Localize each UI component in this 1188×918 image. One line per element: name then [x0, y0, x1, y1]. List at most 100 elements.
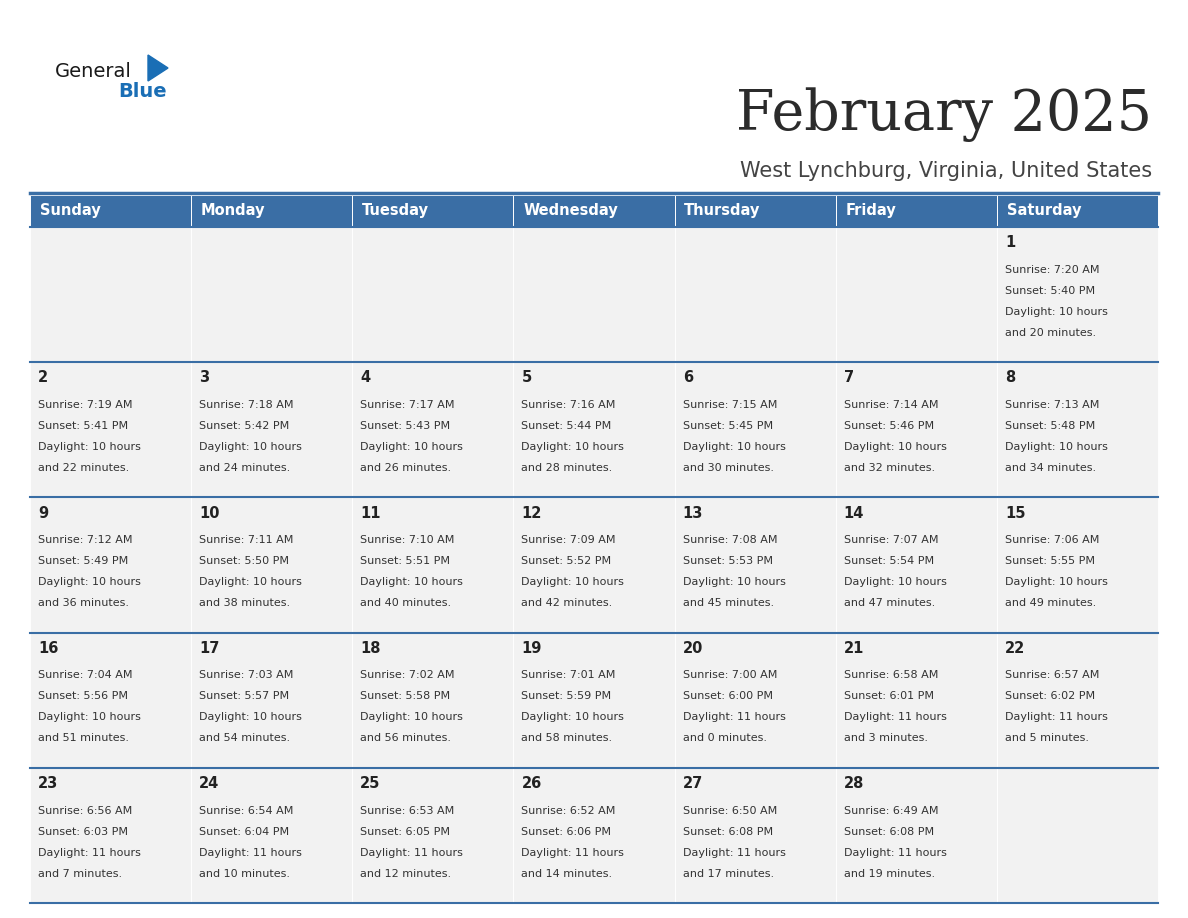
Bar [30, 227, 191, 363]
Text: 3: 3 [200, 370, 209, 386]
Bar [30, 633, 191, 767]
Text: and 49 minutes.: and 49 minutes. [1005, 599, 1097, 608]
Text: 28: 28 [843, 776, 864, 791]
Text: Daylight: 11 hours: Daylight: 11 hours [843, 712, 947, 722]
Text: 26: 26 [522, 776, 542, 791]
Text: and 30 minutes.: and 30 minutes. [683, 463, 773, 473]
Text: and 22 minutes.: and 22 minutes. [38, 463, 129, 473]
Text: and 38 minutes.: and 38 minutes. [200, 599, 290, 608]
Text: Sunset: 6:04 PM: Sunset: 6:04 PM [200, 826, 290, 836]
Text: Sunset: 5:54 PM: Sunset: 5:54 PM [843, 556, 934, 566]
Text: Daylight: 11 hours: Daylight: 11 hours [200, 847, 302, 857]
Text: and 17 minutes.: and 17 minutes. [683, 868, 773, 879]
Text: Sunset: 5:40 PM: Sunset: 5:40 PM [1005, 285, 1095, 296]
Text: Daylight: 10 hours: Daylight: 10 hours [38, 712, 141, 722]
Text: Daylight: 10 hours: Daylight: 10 hours [522, 442, 625, 452]
Text: Daylight: 10 hours: Daylight: 10 hours [843, 442, 947, 452]
Text: and 56 minutes.: and 56 minutes. [360, 733, 451, 744]
Text: Blue: Blue [118, 82, 166, 101]
Text: Sunset: 5:46 PM: Sunset: 5:46 PM [843, 421, 934, 431]
Text: Saturday: Saturday [1006, 204, 1081, 218]
Text: and 34 minutes.: and 34 minutes. [1005, 463, 1097, 473]
Text: Sunset: 6:05 PM: Sunset: 6:05 PM [360, 826, 450, 836]
Text: Friday: Friday [846, 204, 896, 218]
Bar [353, 633, 513, 767]
Bar [30, 363, 191, 498]
Bar [513, 767, 675, 903]
Text: Sunrise: 7:19 AM: Sunrise: 7:19 AM [38, 400, 133, 410]
Text: Sunrise: 6:57 AM: Sunrise: 6:57 AM [1005, 670, 1099, 680]
Bar [835, 767, 997, 903]
Text: Sunrise: 6:52 AM: Sunrise: 6:52 AM [522, 806, 615, 816]
Bar [191, 195, 353, 227]
Text: 1: 1 [1005, 235, 1016, 250]
Text: Sunrise: 7:02 AM: Sunrise: 7:02 AM [360, 670, 455, 680]
Bar [30, 195, 191, 227]
Text: Daylight: 10 hours: Daylight: 10 hours [683, 442, 785, 452]
Text: Sunset: 5:56 PM: Sunset: 5:56 PM [38, 691, 128, 701]
Text: Daylight: 11 hours: Daylight: 11 hours [1005, 712, 1107, 722]
Text: Sunrise: 6:58 AM: Sunrise: 6:58 AM [843, 670, 939, 680]
Text: and 40 minutes.: and 40 minutes. [360, 599, 451, 608]
Text: 23: 23 [38, 776, 58, 791]
Text: Sunrise: 6:54 AM: Sunrise: 6:54 AM [200, 806, 293, 816]
Text: Sunset: 5:45 PM: Sunset: 5:45 PM [683, 421, 772, 431]
Text: Tuesday: Tuesday [362, 204, 429, 218]
Text: and 36 minutes.: and 36 minutes. [38, 599, 129, 608]
Bar [513, 498, 675, 633]
Text: 19: 19 [522, 641, 542, 655]
Text: and 5 minutes.: and 5 minutes. [1005, 733, 1089, 744]
Text: Daylight: 10 hours: Daylight: 10 hours [360, 442, 463, 452]
Bar [675, 227, 835, 363]
Text: Sunset: 6:08 PM: Sunset: 6:08 PM [843, 826, 934, 836]
Bar [997, 498, 1158, 633]
Text: Sunrise: 7:16 AM: Sunrise: 7:16 AM [522, 400, 615, 410]
Text: 17: 17 [200, 641, 220, 655]
Text: and 12 minutes.: and 12 minutes. [360, 868, 451, 879]
Text: Sunrise: 7:20 AM: Sunrise: 7:20 AM [1005, 265, 1099, 274]
Text: Daylight: 10 hours: Daylight: 10 hours [1005, 442, 1107, 452]
Text: and 28 minutes.: and 28 minutes. [522, 463, 613, 473]
Text: Daylight: 11 hours: Daylight: 11 hours [843, 847, 947, 857]
Bar [353, 227, 513, 363]
Bar [675, 498, 835, 633]
Text: Sunrise: 6:50 AM: Sunrise: 6:50 AM [683, 806, 777, 816]
Text: Daylight: 11 hours: Daylight: 11 hours [522, 847, 625, 857]
Text: Sunrise: 7:15 AM: Sunrise: 7:15 AM [683, 400, 777, 410]
Text: Sunset: 5:43 PM: Sunset: 5:43 PM [360, 421, 450, 431]
Text: 16: 16 [38, 641, 58, 655]
Bar [353, 767, 513, 903]
Text: February 2025: February 2025 [737, 87, 1152, 142]
Text: and 3 minutes.: and 3 minutes. [843, 733, 928, 744]
Text: 12: 12 [522, 506, 542, 521]
Text: 10: 10 [200, 506, 220, 521]
Bar [513, 633, 675, 767]
Text: Daylight: 11 hours: Daylight: 11 hours [360, 847, 463, 857]
Bar [835, 498, 997, 633]
Text: Daylight: 10 hours: Daylight: 10 hours [200, 712, 302, 722]
Text: Sunrise: 7:13 AM: Sunrise: 7:13 AM [1005, 400, 1099, 410]
Text: and 20 minutes.: and 20 minutes. [1005, 328, 1097, 338]
Bar [997, 227, 1158, 363]
Text: Sunrise: 7:17 AM: Sunrise: 7:17 AM [360, 400, 455, 410]
Text: and 58 minutes.: and 58 minutes. [522, 733, 613, 744]
Text: Sunrise: 6:56 AM: Sunrise: 6:56 AM [38, 806, 132, 816]
Text: and 24 minutes.: and 24 minutes. [200, 463, 290, 473]
Text: and 51 minutes.: and 51 minutes. [38, 733, 129, 744]
Text: 6: 6 [683, 370, 693, 386]
Text: Sunset: 5:55 PM: Sunset: 5:55 PM [1005, 556, 1095, 566]
Text: Daylight: 10 hours: Daylight: 10 hours [843, 577, 947, 588]
Text: 2: 2 [38, 370, 49, 386]
Text: Daylight: 10 hours: Daylight: 10 hours [360, 577, 463, 588]
Text: Daylight: 10 hours: Daylight: 10 hours [522, 577, 625, 588]
Text: Sunset: 5:49 PM: Sunset: 5:49 PM [38, 556, 128, 566]
Text: and 54 minutes.: and 54 minutes. [200, 733, 290, 744]
Text: 9: 9 [38, 506, 49, 521]
Text: Daylight: 10 hours: Daylight: 10 hours [522, 712, 625, 722]
Bar [353, 498, 513, 633]
Text: 5: 5 [522, 370, 532, 386]
Text: Daylight: 10 hours: Daylight: 10 hours [38, 577, 141, 588]
Text: Daylight: 10 hours: Daylight: 10 hours [200, 442, 302, 452]
Text: Sunrise: 7:08 AM: Sunrise: 7:08 AM [683, 535, 777, 545]
Text: Sunrise: 7:10 AM: Sunrise: 7:10 AM [360, 535, 455, 545]
